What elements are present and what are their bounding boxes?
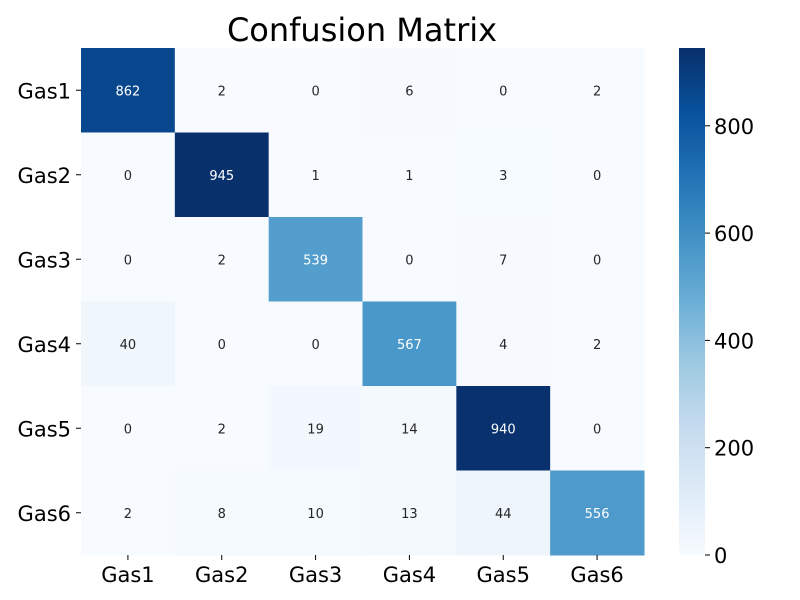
- heatmap-cell: [456, 217, 551, 302]
- y-tick-label: Gas3: [18, 248, 71, 272]
- heatmap-cell: [456, 470, 551, 556]
- cell-value-label: 14: [401, 422, 418, 437]
- cell-value-label: 940: [491, 422, 516, 437]
- cell-value-label: 8: [218, 507, 226, 522]
- cell-value-label: 0: [124, 169, 132, 184]
- heatmap-cell: [174, 386, 270, 471]
- y-tick-label: Gas1: [18, 79, 71, 103]
- cell-value-label: 2: [218, 253, 226, 268]
- cell-value-label: 862: [116, 84, 141, 99]
- heatmap-cell: [268, 217, 363, 302]
- heatmap-cell: [268, 301, 363, 387]
- heatmap-cell: [550, 132, 645, 218]
- cell-value-label: 6: [405, 84, 413, 99]
- heatmap-cell: [362, 386, 457, 471]
- cell-value-label: 567: [397, 338, 422, 353]
- heatmap-cell: [268, 48, 363, 133]
- heatmap-cell: [456, 386, 551, 471]
- x-tick-label: Gas6: [570, 563, 623, 587]
- heatmap-cell: [174, 48, 270, 133]
- heatmap-cell: [81, 132, 176, 218]
- cell-value-label: 0: [405, 253, 413, 268]
- heatmap-cell: [174, 301, 270, 387]
- cell-value-label: 1: [311, 169, 319, 184]
- heatmap-cell: [362, 132, 457, 218]
- x-axis: Gas1 Gas2 Gas3 Gas4 Gas5 Gas6: [101, 555, 624, 587]
- heatmap-cell: [174, 217, 270, 302]
- heatmap-cell: [456, 301, 551, 387]
- y-tick-label: Gas5: [18, 417, 71, 441]
- cell-value-label: 13: [401, 507, 418, 522]
- heatmap-cell: [550, 470, 645, 556]
- x-tick-label: Gas2: [195, 563, 248, 587]
- colorbar-tick-label: 600: [714, 222, 754, 246]
- cell-value-label: 0: [499, 84, 507, 99]
- x-tick-label: Gas3: [289, 563, 342, 587]
- heatmap-cell: [456, 48, 551, 133]
- heatmap-cell: [268, 470, 363, 556]
- y-tick-label: Gas6: [18, 502, 71, 526]
- heatmap-cell: [362, 48, 457, 133]
- y-tick-label: Gas2: [18, 164, 71, 188]
- cell-value-label: 2: [124, 507, 132, 522]
- cell-value-label: 4: [499, 338, 507, 353]
- cell-value-label: 2: [593, 84, 601, 99]
- cell-value-label: 0: [593, 422, 601, 437]
- colorbar-gradient: [679, 48, 705, 555]
- cell-value-label: 556: [585, 507, 610, 522]
- heatmap-cell: [362, 470, 457, 556]
- cell-value-label: 0: [311, 338, 319, 353]
- cell-value-label: 2: [218, 422, 226, 437]
- heatmap-cell: [174, 470, 270, 556]
- heatmap-cell: [550, 48, 645, 133]
- heatmap-cell-labels: 862 2 0 6 0 20 945 1 1 3 00 2 539 0 7 040 0 0 567 4 20 2 19 14 9…: [116, 84, 610, 522]
- x-tick-label: Gas5: [477, 563, 530, 587]
- cell-value-label: 40: [120, 338, 137, 353]
- colorbar-tick-label: 800: [714, 115, 754, 139]
- cell-value-label: 2: [218, 84, 226, 99]
- heatmap-cell: [81, 48, 176, 133]
- cell-value-label: 3: [499, 169, 507, 184]
- cell-value-label: 0: [124, 422, 132, 437]
- cell-value-label: 7: [499, 253, 507, 268]
- heatmap-cell: [550, 301, 645, 387]
- cell-value-label: 0: [124, 253, 132, 268]
- cell-value-label: 2: [593, 338, 601, 353]
- colorbar-tick-label: 200: [714, 437, 754, 461]
- colorbar-tick-label: 0: [714, 544, 727, 568]
- heatmap-cell: [81, 301, 176, 387]
- cell-value-label: 539: [303, 253, 328, 268]
- heatmap-cell: [362, 301, 457, 387]
- x-tick-label: Gas1: [101, 563, 154, 587]
- heatmap-cell: [81, 217, 176, 302]
- heatmap-cells: [81, 48, 645, 556]
- chart-title: Confusion Matrix: [227, 11, 497, 49]
- x-tick-label: Gas4: [383, 563, 436, 587]
- cell-value-label: 0: [593, 169, 601, 184]
- colorbar: 0 200 400 600 800: [679, 48, 754, 568]
- cell-value-label: 44: [495, 507, 512, 522]
- heatmap-cell: [81, 386, 176, 471]
- cell-value-label: 0: [218, 338, 226, 353]
- cell-value-label: 0: [311, 84, 319, 99]
- heatmap-cell: [362, 217, 457, 302]
- heatmap-cell: [550, 217, 645, 302]
- cell-value-label: 945: [209, 169, 234, 184]
- colorbar-tick-label: 400: [714, 329, 754, 353]
- cell-value-label: 0: [593, 253, 601, 268]
- cell-value-label: 19: [307, 422, 324, 437]
- heatmap-cell: [456, 132, 551, 218]
- heatmap-cell: [174, 132, 270, 218]
- heatmap-cell: [81, 470, 176, 556]
- cell-value-label: 10: [307, 507, 324, 522]
- heatmap-cell: [268, 386, 363, 471]
- heatmap-cell: [550, 386, 645, 471]
- y-axis: Gas1 Gas2 Gas3 Gas4 Gas5 Gas6: [18, 79, 81, 526]
- y-tick-label: Gas4: [18, 333, 71, 357]
- cell-value-label: 1: [405, 169, 413, 184]
- heatmap-cell: [268, 132, 363, 218]
